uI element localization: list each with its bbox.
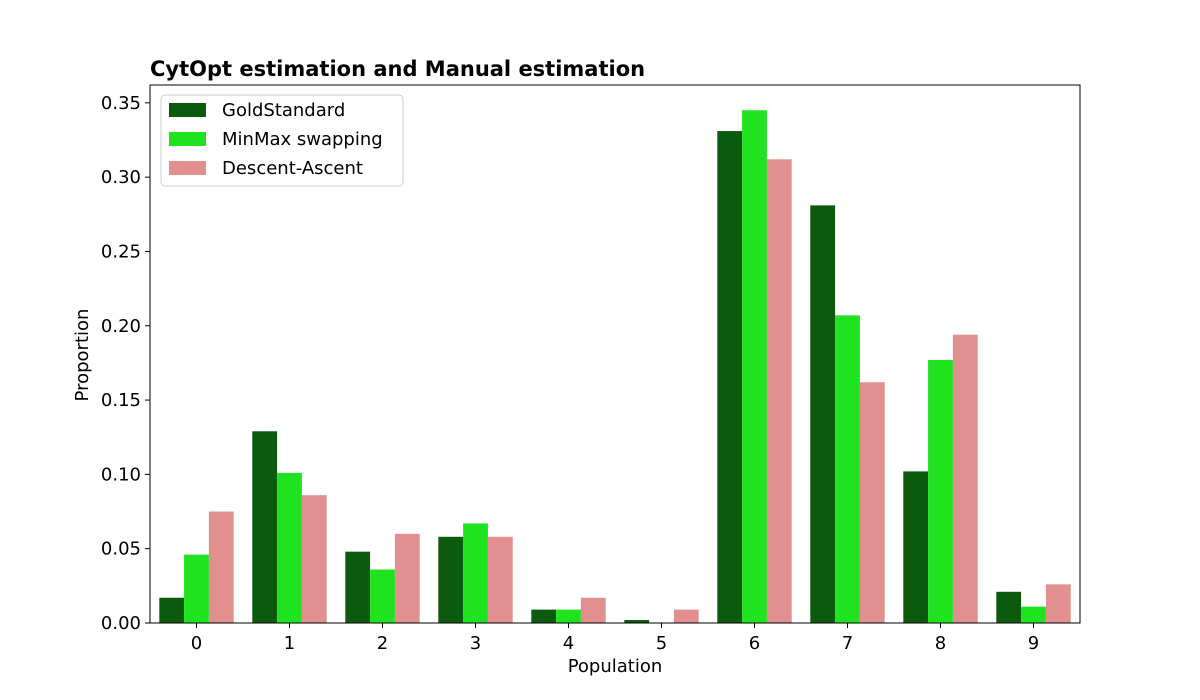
bar-minmax-swapping-8	[928, 359, 953, 623]
x-tick-label: 5	[656, 633, 667, 654]
x-tick-label: 1	[284, 633, 295, 654]
legend-label: Descent-Ascent	[222, 158, 363, 179]
x-tick-label: 7	[842, 633, 853, 654]
bar-minmax-swapping-7	[835, 315, 860, 623]
y-axis: 0.00 0.05 0.10 0.15 0.20 0.25 0.30 0.35	[101, 93, 150, 634]
bar-goldstandard-8	[903, 471, 929, 623]
y-tick-label: 0.25	[101, 241, 141, 262]
y-tick-label: 0.00	[101, 613, 141, 634]
bar-descent-ascent-0	[208, 511, 234, 623]
bar-descent-ascent-1	[301, 495, 327, 623]
bar-goldstandard-0	[159, 597, 185, 623]
bar-goldstandard-4	[531, 609, 557, 623]
bar-minmax-swapping-3	[463, 523, 488, 623]
bar-descent-ascent-6	[766, 159, 792, 623]
legend-swatch	[169, 132, 206, 146]
x-tick-label: 2	[377, 633, 388, 654]
x-axis: 0 1 2 3 4 5 6 7 8 9	[191, 623, 1039, 654]
bar-goldstandard-2	[345, 551, 371, 623]
bar-descent-ascent-8	[952, 334, 978, 623]
x-tick-label: 0	[191, 633, 202, 654]
y-tick-label: 0.35	[101, 93, 141, 114]
bars-group	[159, 110, 1071, 623]
x-tick-label: 4	[563, 633, 574, 654]
bar-goldstandard-7	[810, 205, 836, 623]
bar-minmax-swapping-0	[184, 554, 209, 623]
y-axis-label: Proportion	[72, 309, 93, 402]
bar-goldstandard-6	[717, 131, 743, 623]
bar-descent-ascent-4	[580, 597, 606, 623]
chart-title: CytOpt estimation and Manual estimation	[150, 57, 645, 81]
bar-minmax-swapping-6	[742, 110, 767, 623]
bar-minmax-swapping-1	[277, 472, 302, 623]
bar-minmax-swapping-9	[1021, 606, 1046, 623]
legend: GoldStandard MinMax swapping Descent-Ascen…	[160, 94, 404, 187]
legend-label: GoldStandard	[222, 100, 345, 121]
bar-descent-ascent-2	[394, 533, 420, 623]
bar-goldstandard-3	[438, 536, 464, 623]
legend-box	[160, 94, 404, 187]
bar-goldstandard-5	[624, 620, 650, 623]
y-tick-label: 0.15	[101, 390, 141, 411]
bar-goldstandard-9	[996, 591, 1022, 623]
x-tick-label: 3	[470, 633, 481, 654]
legend-label: MinMax swapping	[222, 129, 383, 150]
y-tick-label: 0.20	[101, 316, 141, 337]
legend-swatch	[169, 161, 206, 175]
x-tick-label: 6	[749, 633, 760, 654]
x-axis-label: Population	[568, 656, 663, 677]
bar-descent-ascent-9	[1045, 584, 1071, 623]
bar-descent-ascent-3	[487, 536, 513, 623]
y-tick-label: 0.10	[101, 464, 141, 485]
x-tick-label: 9	[1028, 633, 1039, 654]
y-tick-label: 0.30	[101, 167, 141, 188]
legend-swatch	[169, 103, 206, 117]
bar-descent-ascent-5	[673, 609, 699, 623]
bar-goldstandard-1	[252, 431, 278, 623]
bar-minmax-swapping-2	[370, 569, 395, 623]
y-tick-label: 0.05	[101, 539, 141, 560]
bar-minmax-swapping-4	[556, 609, 581, 623]
bar-descent-ascent-7	[859, 382, 885, 623]
x-tick-label: 8	[935, 633, 946, 654]
plot-frame	[149, 84, 1081, 624]
